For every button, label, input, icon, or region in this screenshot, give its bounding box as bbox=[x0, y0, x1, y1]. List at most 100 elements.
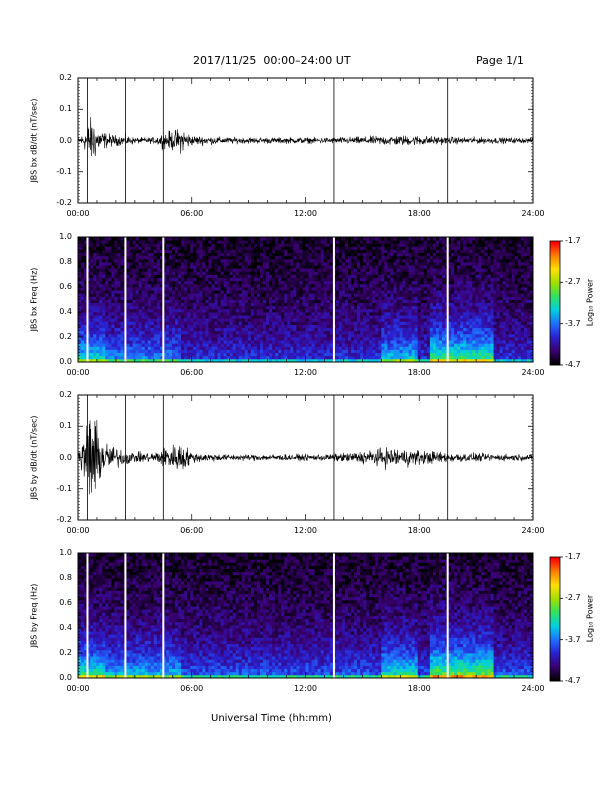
spectrogram-cell bbox=[429, 283, 434, 288]
spectrogram-cell bbox=[387, 240, 391, 244]
spectrogram-cell bbox=[193, 287, 197, 291]
spectrogram-cell bbox=[214, 302, 218, 307]
spectrogram-cell bbox=[208, 330, 212, 335]
spectrogram-cell bbox=[235, 252, 240, 257]
spectrogram-cell bbox=[102, 315, 106, 319]
spectrogram-cell bbox=[317, 240, 322, 244]
spectrogram-cell bbox=[126, 343, 130, 347]
spectrogram-cell bbox=[269, 265, 273, 269]
spectrogram-cell bbox=[156, 340, 161, 344]
spectrogram-cell bbox=[296, 333, 300, 338]
spectrogram-cell bbox=[138, 358, 143, 363]
spectrogram-cell bbox=[78, 237, 82, 241]
spectrogram-cell bbox=[372, 352, 376, 357]
spectrogram-cell bbox=[96, 293, 100, 297]
spectrogram-cell bbox=[217, 346, 221, 350]
spectrogram-cell bbox=[78, 358, 82, 363]
spectrogram-cell bbox=[87, 305, 91, 310]
spectrogram-cell bbox=[314, 349, 319, 354]
spectrogram-cell bbox=[420, 327, 425, 332]
spectrogram-cell bbox=[275, 352, 279, 357]
spectrogram-cell bbox=[141, 296, 146, 300]
spectrogram-cell bbox=[99, 308, 103, 313]
spectrogram-cell bbox=[305, 327, 309, 332]
spectrogram-cell bbox=[363, 315, 367, 319]
spectrogram-cell bbox=[120, 274, 124, 279]
spectrogram-cell bbox=[387, 308, 391, 313]
spectrogram-cell bbox=[84, 265, 88, 269]
spectrogram-cell bbox=[244, 337, 249, 341]
spectrogram-cell bbox=[214, 330, 218, 335]
spectrogram-cell bbox=[129, 237, 133, 241]
spectrogram-cell bbox=[187, 330, 191, 335]
spectrogram-cell bbox=[190, 290, 194, 294]
spectrogram-cell bbox=[178, 358, 182, 363]
spectrogram-cell bbox=[78, 296, 82, 300]
spectrogram-cell bbox=[138, 308, 143, 313]
spectrogram-cell bbox=[296, 246, 300, 250]
spectrogram-cell bbox=[220, 252, 224, 257]
spectrogram-cell bbox=[175, 337, 179, 341]
spectrogram-cell bbox=[414, 324, 419, 329]
spectrogram-cell bbox=[199, 255, 203, 260]
spectrogram-cell bbox=[320, 346, 325, 350]
spectrogram-cell bbox=[323, 243, 328, 247]
spectrogram-cell bbox=[402, 283, 406, 288]
spectrogram-cell bbox=[323, 287, 328, 291]
spectrogram-cell bbox=[111, 262, 115, 266]
spectrogram-cell bbox=[302, 277, 306, 282]
spectrogram-cell bbox=[290, 271, 294, 275]
spectrogram-cell bbox=[172, 268, 176, 272]
spectrogram-cell bbox=[159, 258, 164, 263]
spectrogram-cell bbox=[147, 343, 152, 347]
spectrogram-cell bbox=[96, 258, 100, 263]
spectrogram-cell bbox=[144, 333, 149, 338]
spectrogram-cell bbox=[354, 343, 358, 347]
spectrogram-cell bbox=[108, 283, 112, 288]
spectrogram-cell bbox=[150, 330, 155, 335]
spectrogram-cell bbox=[375, 240, 379, 244]
spectrogram-cell bbox=[235, 358, 240, 363]
spectrogram-cell bbox=[235, 268, 240, 272]
spectrogram-cell bbox=[220, 237, 224, 241]
spectrogram-cell bbox=[238, 352, 243, 357]
spectrogram-cell bbox=[266, 343, 270, 347]
spectrogram-cell bbox=[269, 237, 273, 241]
spectrogram-cell bbox=[211, 243, 215, 247]
spectrogram-cell bbox=[429, 318, 434, 322]
spectrogram-cell bbox=[272, 252, 276, 257]
spectrogram-cell bbox=[393, 315, 397, 319]
spectrogram-cell bbox=[266, 246, 270, 250]
spectrogram-cell bbox=[360, 243, 364, 247]
spectrogram-cell bbox=[129, 318, 133, 322]
spectrogram-cell bbox=[442, 265, 446, 269]
spectrogram-cell bbox=[184, 293, 188, 297]
spectrogram-cell bbox=[241, 358, 246, 363]
spectrogram-cell bbox=[144, 302, 149, 307]
spectrogram-cell bbox=[308, 240, 312, 244]
spectrogram-cell bbox=[199, 312, 203, 316]
spectrogram-cell bbox=[414, 262, 419, 266]
spectrogram-cell bbox=[187, 318, 191, 322]
spectrogram-cell bbox=[387, 255, 391, 260]
spectrogram-cell bbox=[423, 299, 428, 304]
spectrogram-cell bbox=[99, 358, 103, 363]
spectrogram-cell bbox=[93, 258, 97, 263]
spectrogram-cell bbox=[351, 330, 355, 335]
spectrogram-cell bbox=[326, 308, 331, 313]
spectrogram-cell bbox=[426, 268, 431, 272]
spectrogram-cell bbox=[414, 312, 419, 316]
spectrogram-cell bbox=[438, 249, 443, 254]
spectrogram-cell bbox=[187, 252, 191, 257]
spectrogram-cell bbox=[438, 252, 443, 257]
spectrogram-cell bbox=[190, 330, 194, 335]
spectrogram-cell bbox=[308, 280, 312, 285]
spectrogram-cell bbox=[129, 274, 133, 279]
spectrogram-cell bbox=[120, 277, 124, 282]
spectrogram-cell bbox=[223, 346, 228, 350]
spectrogram-cell bbox=[357, 277, 361, 282]
spectrogram-cell bbox=[93, 324, 97, 329]
spectrogram-cell bbox=[232, 262, 237, 266]
spectrogram-cell bbox=[335, 240, 340, 244]
spectrogram-cell bbox=[390, 321, 394, 325]
